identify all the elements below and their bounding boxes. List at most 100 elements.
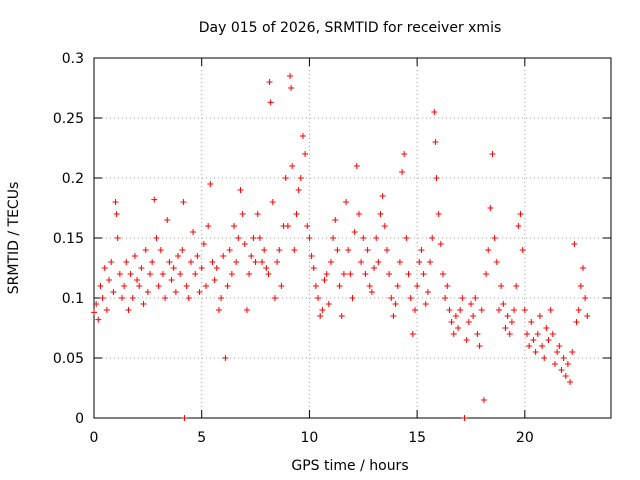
data-point	[551, 361, 558, 367]
data-point	[274, 259, 281, 265]
data-point	[246, 271, 253, 277]
data-point	[420, 271, 427, 277]
data-point	[256, 235, 263, 241]
data-point	[515, 223, 522, 229]
data-point	[151, 196, 158, 203]
data-point	[353, 163, 360, 169]
data-point	[192, 271, 199, 277]
data-point	[110, 289, 117, 295]
data-point	[403, 235, 410, 241]
data-point	[461, 415, 468, 421]
data-point	[254, 211, 261, 217]
data-point	[432, 139, 439, 145]
data-point	[327, 259, 334, 265]
data-point	[362, 271, 369, 277]
data-point	[112, 199, 119, 205]
x-tick-label: 15	[408, 430, 426, 446]
data-point	[386, 271, 393, 277]
data-point	[183, 283, 190, 289]
data-point	[310, 265, 317, 271]
data-point	[373, 235, 380, 241]
data-point	[534, 331, 541, 337]
data-point	[399, 169, 406, 175]
data-point	[532, 349, 539, 355]
data-point	[172, 289, 179, 295]
data-point	[282, 175, 289, 181]
data-point	[261, 247, 268, 253]
data-point	[266, 79, 273, 85]
data-point	[487, 205, 494, 211]
data-point	[259, 259, 266, 265]
data-point	[237, 187, 244, 193]
data-point	[491, 235, 498, 241]
data-point	[442, 295, 449, 301]
data-point	[287, 73, 294, 79]
data-point	[332, 217, 339, 223]
data-point	[347, 271, 354, 277]
data-point	[299, 133, 306, 139]
data-point	[138, 265, 145, 271]
data-point	[149, 259, 156, 265]
data-point	[116, 271, 123, 277]
data-point	[549, 331, 556, 337]
data-point	[567, 379, 574, 385]
data-point	[114, 235, 121, 241]
data-point	[383, 247, 390, 253]
data-point	[465, 319, 472, 325]
data-point	[388, 295, 395, 301]
data-point	[360, 235, 367, 241]
y-tick-label: 0.15	[53, 231, 84, 247]
data-point	[500, 301, 507, 307]
data-point	[239, 211, 246, 217]
data-point	[265, 271, 272, 277]
data-point	[175, 253, 182, 259]
data-point	[142, 247, 149, 253]
data-point	[224, 283, 231, 289]
data-point	[276, 247, 283, 253]
data-point	[334, 247, 341, 253]
data-point	[220, 253, 227, 259]
data-point	[558, 367, 565, 373]
data-point	[381, 223, 388, 229]
data-point	[502, 325, 509, 331]
data-point	[521, 307, 528, 313]
x-axis-label: GPS time / hours	[291, 458, 408, 474]
grid-lines	[94, 58, 611, 418]
data-point	[455, 325, 462, 331]
data-point	[134, 277, 141, 283]
data-point	[351, 229, 358, 235]
data-point	[519, 247, 526, 253]
data-point	[446, 307, 453, 313]
data-point	[288, 85, 295, 91]
data-point	[554, 349, 561, 355]
data-point	[377, 211, 384, 217]
data-point	[437, 241, 444, 247]
data-point	[433, 175, 440, 181]
data-point	[340, 271, 347, 277]
data-point	[123, 259, 130, 265]
data-point	[371, 265, 378, 271]
data-point	[168, 277, 175, 283]
data-point	[207, 181, 214, 187]
x-tick-label: 5	[197, 430, 206, 446]
data-point	[187, 259, 194, 265]
data-point	[375, 259, 382, 265]
data-point	[211, 277, 218, 283]
data-point	[162, 295, 169, 301]
data-point	[319, 307, 326, 313]
axis-ticks: 0 0.05 0.1 0.15 0.2 0.25 0.3 0 5 10 15 20	[53, 51, 611, 446]
data-point	[194, 253, 201, 259]
data-point	[289, 163, 296, 169]
data-point	[579, 265, 586, 271]
y-tick-label: 0.3	[62, 51, 84, 67]
data-point	[312, 283, 319, 289]
data-point	[416, 259, 423, 265]
data-point	[306, 235, 313, 241]
data-point	[293, 211, 300, 217]
data-point	[470, 313, 477, 319]
data-point	[536, 313, 543, 319]
data-point	[517, 211, 524, 217]
data-point	[198, 265, 205, 271]
data-point	[543, 325, 550, 331]
data-point	[541, 355, 548, 361]
